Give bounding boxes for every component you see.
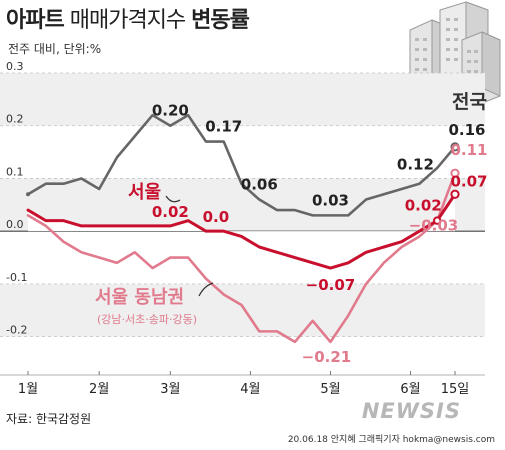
y-tick-label: 0.2 [6, 113, 24, 126]
end-marker-national [450, 142, 460, 152]
seoul-pointer-arrow [165, 195, 181, 203]
x-tick-label: 5월 [320, 382, 340, 397]
series-line-national [26, 113, 457, 217]
x-tick-label: 2월 [89, 382, 109, 397]
data-label-seoul: 0.07 [450, 172, 487, 190]
end-marker-southeast [450, 168, 460, 178]
data-label-national: 0.17 [205, 118, 242, 136]
watermark: NEWSIS [361, 399, 461, 423]
data-label-national: 0.12 [397, 156, 434, 174]
series-name-national: 전국 [452, 91, 487, 113]
chart-subtitle: 전주 대비, 단위:% [8, 42, 102, 56]
series-name-southeast-sub: (강남·서초·송파·강동) [97, 313, 197, 326]
data-label-southeast: 0.11 [450, 141, 487, 159]
y-tick-label: 0.1 [6, 165, 24, 178]
credit-line: 20.06.18 안지혜 그래픽기자 hokma@newsis.com [287, 435, 495, 445]
grid-band [0, 73, 485, 126]
series-name-seoul: 서울 [128, 182, 161, 203]
data-label-seoul: 0.0 [203, 208, 230, 226]
buildings-illustration [409, 1, 501, 105]
data-label-seoul: 0.02 [405, 197, 442, 215]
chart-title: 아파트 매매가격지수 변동률 [6, 8, 250, 33]
data-label-southeast: −0.03 [409, 216, 459, 234]
x-tick-label: 1월 [18, 382, 38, 397]
series-line-southeast [26, 171, 457, 344]
x-tick-label: 15일 [441, 382, 470, 397]
y-tick-label: -0.2 [6, 324, 27, 337]
data-label-southeast: −0.21 [302, 348, 352, 366]
seoul-area-fill [28, 194, 455, 269]
series-name-southeast: 서울 동남권 [95, 287, 184, 308]
y-tick-label: -0.1 [6, 271, 27, 284]
data-label-seoul: 0.02 [152, 203, 189, 221]
x-tick-label: 4월 [240, 382, 260, 397]
end-marker-seoul [450, 189, 460, 199]
series-line-seoul [26, 192, 457, 270]
marker-seoul-jun [433, 216, 442, 225]
x-tick-label: 3월 [160, 382, 180, 397]
data-label-national: 0.16 [448, 121, 485, 139]
source-note: 자료: 한국감정원 [6, 412, 92, 426]
data-label-national: 0.20 [152, 102, 189, 120]
start-marker-national [26, 192, 30, 197]
data-label-national: 0.03 [312, 191, 349, 209]
x-tick-label: 6월 [400, 382, 420, 397]
grid-band [0, 283, 485, 337]
data-label-seoul: −0.07 [306, 276, 356, 294]
y-tick-label: 0.0 [6, 218, 24, 231]
y-tick-label: 0.3 [6, 60, 24, 73]
data-label-national: 0.06 [241, 176, 278, 194]
southeast-pointer-arrow [198, 282, 214, 297]
